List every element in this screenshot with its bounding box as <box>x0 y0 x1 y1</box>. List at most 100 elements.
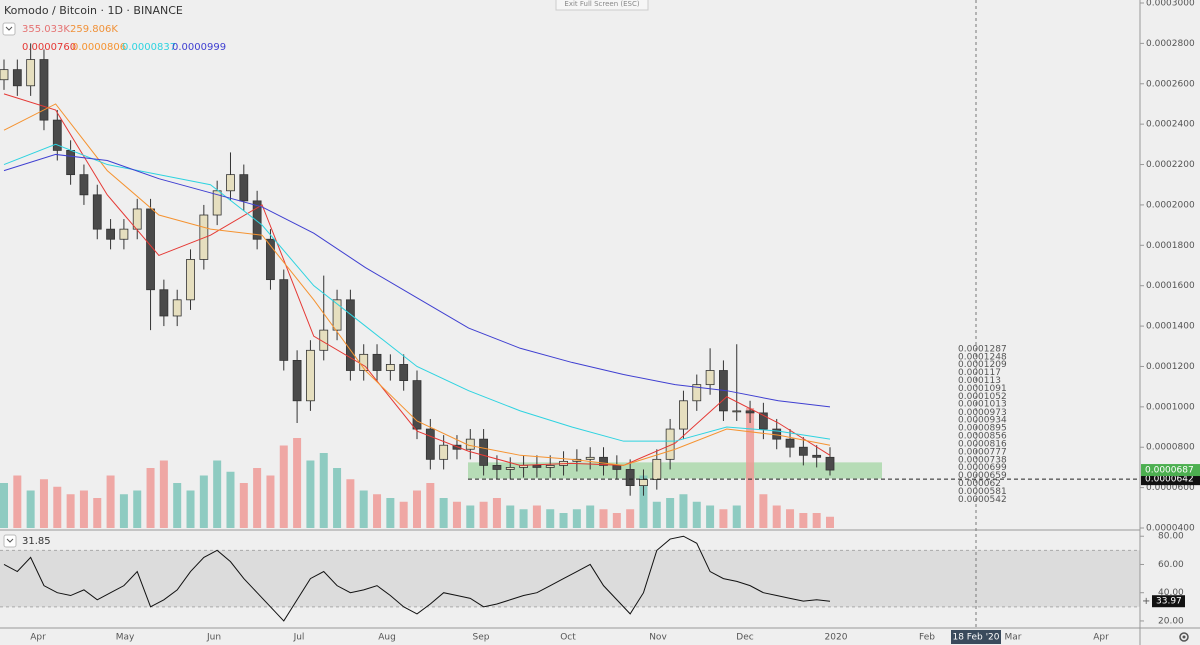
last-price-box <box>1141 464 1200 477</box>
volume-bar <box>679 494 688 528</box>
candle-body <box>612 465 622 470</box>
candle-body <box>199 214 209 260</box>
profile-level-label: 0.000113 <box>958 376 1001 386</box>
volume-bar <box>546 509 555 528</box>
candle-body <box>412 380 422 430</box>
volume-bar <box>39 479 48 528</box>
volume-bar <box>426 483 435 528</box>
candle-body <box>372 353 382 371</box>
candle-body <box>106 228 115 240</box>
profile-level-label: 0.0001209 <box>958 360 1007 370</box>
rsi-band <box>0 550 1140 607</box>
candle-body <box>292 360 302 402</box>
candle-body <box>692 384 702 402</box>
candle-body <box>306 349 315 402</box>
candle-body <box>12 69 22 87</box>
volume-bar <box>586 505 595 528</box>
candle-body <box>439 444 449 460</box>
fullscreen-button[interactable] <box>555 0 649 11</box>
chevron-icon <box>6 538 14 543</box>
x-tick-label: Mar <box>1005 633 1022 643</box>
settings-icon[interactable] <box>1179 632 1189 642</box>
x-tick-label: Jun <box>206 633 221 643</box>
volume-bar <box>452 501 461 528</box>
candle-body <box>798 446 808 456</box>
profile-level-label: 0.0001052 <box>958 392 1007 402</box>
legend-entry: 0.0000837 <box>122 42 176 53</box>
volume-bar <box>719 509 728 528</box>
collapse-button[interactable] <box>3 534 17 548</box>
y-tick-label: 0.0000600 <box>1146 483 1195 493</box>
x-tick-label: Oct <box>560 633 576 643</box>
collapse-button[interactable] <box>2 22 16 36</box>
x-tick-label: Apr <box>1093 633 1109 643</box>
volume-bar <box>239 483 248 528</box>
volume-bar <box>399 501 408 528</box>
fullscreen-button-label[interactable]: Exit Full Screen (ESC) <box>564 0 639 8</box>
profile-level-label: 0.0001287 <box>958 344 1007 354</box>
candle-body <box>425 428 435 460</box>
volume-bar <box>333 468 342 528</box>
profile-level-label: 0.0001248 <box>958 352 1007 362</box>
y-tick-label: 0.0002200 <box>1146 160 1195 170</box>
volume-bar <box>159 460 168 528</box>
candle-body <box>505 467 515 470</box>
candle-body <box>119 228 129 240</box>
volume-bar <box>479 501 488 528</box>
rsi-value-box <box>1152 595 1185 608</box>
volume-bar <box>466 505 475 528</box>
volume-bar <box>253 468 262 528</box>
volume-bar <box>826 516 834 528</box>
legend-entry: 0.0000806 <box>72 42 126 53</box>
hline-label-box <box>1141 473 1200 486</box>
volume-bar <box>226 471 235 528</box>
candle-body <box>212 190 222 216</box>
candle-body <box>532 465 542 468</box>
volume-bar <box>133 490 142 528</box>
profile-level-label: 0.0000856 <box>958 431 1007 441</box>
volume-bar <box>106 475 115 528</box>
y-tick-label: 0.0001000 <box>1146 402 1195 412</box>
candle-body <box>266 238 275 281</box>
candle-body <box>679 400 688 430</box>
rsi-tick-label: 20.00 <box>1158 616 1184 626</box>
profile-level-label: 0.0000816 <box>958 440 1007 450</box>
volume-bar <box>0 483 8 528</box>
volume-bar <box>746 408 755 528</box>
candle-body <box>146 208 155 291</box>
candle-body <box>52 119 62 151</box>
legend-entry: 0.0000999 <box>172 42 226 53</box>
candle-body <box>186 259 195 301</box>
candle-body <box>279 279 289 361</box>
rsi-plus-icon: + <box>1142 596 1150 607</box>
volume-bar <box>639 475 648 528</box>
profile-level-label: 0.0000659 <box>958 471 1007 481</box>
volume-bar <box>359 490 368 528</box>
crosshair-label: 18 Feb '20 <box>952 633 999 643</box>
candle-body <box>705 370 715 386</box>
profile-level-label: 0.0000738 <box>958 455 1007 465</box>
x-tick-label: Dec <box>736 633 753 643</box>
gear-center[interactable] <box>1182 635 1186 639</box>
volume-bar <box>386 498 395 528</box>
profile-level-label: 0.0000973 <box>958 408 1007 418</box>
candle-body <box>825 456 835 471</box>
candle-body <box>159 289 169 317</box>
hline-label: 0.0000642 <box>1145 475 1194 485</box>
candle-body <box>745 410 755 414</box>
gear[interactable] <box>1179 632 1189 642</box>
y-tick-label: 0.0002600 <box>1146 79 1195 89</box>
candle-body <box>639 479 648 486</box>
volume-bar <box>572 509 581 528</box>
profile-level-label: 0.0000895 <box>958 424 1007 434</box>
chart-title: Komodo / Bitcoin · 1D · BINANCE <box>4 4 183 17</box>
x-tick-label: 2020 <box>825 633 848 643</box>
volume-bar <box>319 453 328 528</box>
volume-bar <box>492 498 501 528</box>
x-tick-label: Jul <box>293 633 305 643</box>
rsi-tick-label: 80.00 <box>1158 532 1184 542</box>
volume-bar <box>732 505 741 528</box>
profile-level-label: 0.0001091 <box>958 384 1007 394</box>
x-tick-label: Nov <box>649 633 667 643</box>
